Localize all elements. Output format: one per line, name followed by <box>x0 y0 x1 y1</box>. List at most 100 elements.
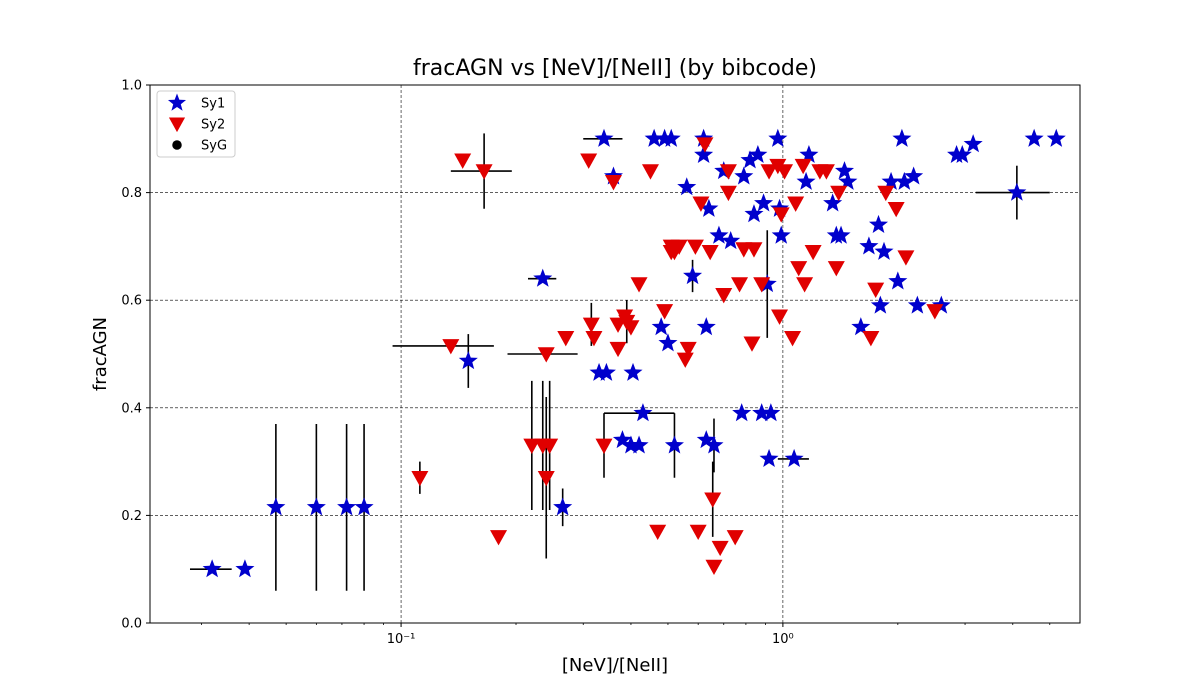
sy2-point <box>689 524 707 541</box>
sy2-point <box>745 242 763 258</box>
sy1-point <box>721 231 741 250</box>
sy2-point <box>676 352 694 368</box>
sy2-point <box>595 438 613 454</box>
sy2-point <box>760 164 778 180</box>
sy1-point <box>870 295 890 314</box>
sy1-point <box>306 497 326 516</box>
sy1-point <box>623 362 643 381</box>
sy1-point <box>694 144 714 164</box>
sy1-point <box>744 204 764 223</box>
sy1-point <box>881 171 901 190</box>
sy1-point <box>1046 128 1066 147</box>
sy2-point <box>523 438 541 454</box>
sy2-point <box>715 288 733 304</box>
sy2-point <box>692 196 710 212</box>
sy1-point <box>752 403 772 422</box>
sy1-point <box>734 166 754 185</box>
legend-label: SyG <box>201 139 227 154</box>
sy2-point <box>796 277 814 293</box>
sy2-point <box>771 309 789 325</box>
sy2-point <box>168 117 186 133</box>
sy1-point <box>266 497 286 516</box>
sy2-point <box>926 304 944 320</box>
sy2-point <box>726 530 744 546</box>
sy2-point <box>827 261 845 277</box>
sy1-point <box>644 128 664 147</box>
sy1-point <box>709 225 729 244</box>
sy1-point <box>771 225 791 244</box>
sy1-point <box>677 177 697 196</box>
sy1-point <box>533 268 553 287</box>
sy2-point <box>719 164 737 180</box>
sy2-point <box>701 244 719 261</box>
sy2-point <box>475 164 493 180</box>
sy1-point <box>1007 182 1027 201</box>
sy2-point <box>753 277 771 293</box>
sy1-point <box>799 144 819 164</box>
syg-point <box>172 140 182 150</box>
sy1-point <box>696 430 716 449</box>
sy2-point <box>887 201 905 218</box>
sy1-point <box>354 497 374 516</box>
y-tick-label: 0.6 <box>121 294 142 309</box>
sy2-point <box>656 304 674 320</box>
sy2-point <box>630 277 648 293</box>
chart-title: fracAGN vs [NeV]/[NeII] (by bibcode) <box>413 56 817 81</box>
sy2-point <box>541 438 559 454</box>
sy1-point <box>337 497 357 516</box>
sy1-point <box>1024 128 1044 147</box>
sy1-point <box>834 161 855 180</box>
sy1-point <box>664 435 684 454</box>
axis-ticks: 0.0 0.2 0.4 0.6 0.8 1.0 10⁻¹ 10⁰ <box>121 79 1051 647</box>
plot-frame <box>149 84 1081 624</box>
sy2-point <box>817 164 835 180</box>
sy1-point <box>696 317 716 336</box>
grid-lines <box>150 85 1080 623</box>
sy2-point <box>704 492 722 508</box>
data-markers <box>202 128 1066 578</box>
sy2-point <box>790 261 808 277</box>
sy1-point <box>952 144 972 164</box>
legend: Sy1 Sy2 SyG <box>156 90 236 158</box>
sy1-point <box>202 559 222 578</box>
sy1-point <box>553 497 573 516</box>
sy1-point <box>167 93 187 111</box>
legend-label: Sy2 <box>201 118 225 133</box>
sy2-point <box>537 470 555 487</box>
sy1-point <box>594 128 614 147</box>
sy2-point <box>582 317 600 333</box>
sy1-point <box>629 435 649 454</box>
sy2-point <box>670 239 688 255</box>
sy2-point <box>862 331 880 347</box>
sy1-point <box>658 333 678 352</box>
error-bars <box>189 133 1050 591</box>
sy1-point <box>759 448 779 467</box>
y-axis-label: fracAGN <box>90 317 111 391</box>
sy1-point <box>768 128 788 147</box>
sy2-point <box>719 185 737 202</box>
x-tick-label: 10⁰ <box>772 632 794 647</box>
sy1-point <box>596 362 616 381</box>
sy2-point <box>490 530 508 546</box>
sy1-point <box>589 362 609 381</box>
y-tick-label: 0.2 <box>121 509 142 524</box>
sy2-point <box>776 164 794 180</box>
sy2-point <box>609 341 627 358</box>
sy1-point <box>732 403 752 422</box>
sy1-point <box>235 559 255 578</box>
sy1-point <box>699 198 719 217</box>
sy2-point <box>784 331 802 347</box>
sy2-point <box>867 282 885 298</box>
sy2-point <box>830 185 848 202</box>
sy2-point <box>772 207 790 223</box>
sy2-point <box>897 250 915 266</box>
sy1-point <box>757 274 777 293</box>
sy1-point <box>621 435 641 454</box>
y-tick-label: 0.8 <box>121 186 142 201</box>
sy2-point <box>649 524 667 541</box>
sy2-point <box>585 331 603 347</box>
legend-label: Sy1 <box>201 97 225 112</box>
sy1-point <box>904 166 924 185</box>
